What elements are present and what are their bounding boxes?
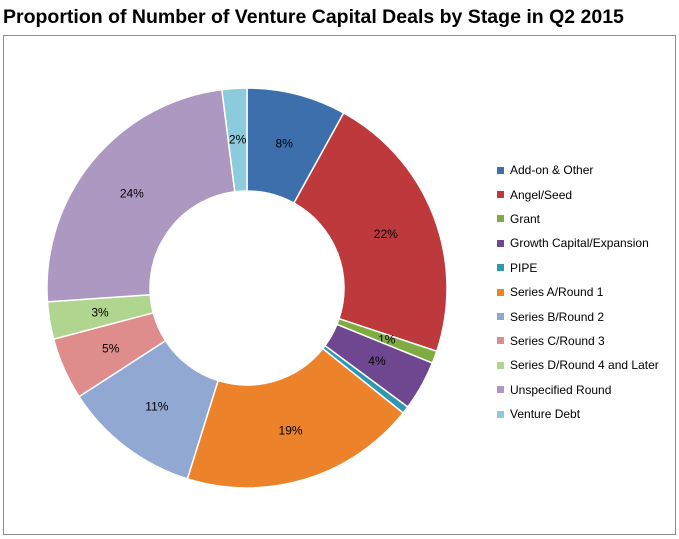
slice-label-angel-seed: 22% (374, 227, 398, 241)
slice-label-series-a-round-1: 19% (279, 423, 303, 437)
legend-swatch (497, 191, 504, 199)
legend-item-unspecified-round: Unspecified Round (497, 378, 659, 402)
legend-item-series-a-round-1: Series A/Round 1 (497, 280, 659, 304)
legend-item-venture-debt: Venture Debt (497, 402, 659, 426)
legend-item-angel-seed: Angel/Seed (497, 182, 659, 206)
legend-item-pipe: PIPE (497, 256, 659, 280)
legend-swatch (497, 361, 504, 369)
slice-label-unspecified-round: 24% (120, 186, 144, 200)
legend-swatch (497, 166, 504, 174)
slice-unspecified-round (46, 88, 236, 303)
legend-label: Unspecified Round (510, 382, 612, 397)
legend-item-growth-capital-expansion: Growth Capital/Expansion (497, 231, 659, 255)
legend-swatch (497, 313, 504, 321)
legend-swatch (497, 215, 504, 223)
legend-swatch (497, 288, 504, 296)
slice-venture-debt (220, 87, 248, 193)
slice-label-add-on-other: 8% (276, 137, 294, 151)
legend-swatch (497, 239, 504, 247)
legend-label: Series A/Round 1 (510, 285, 604, 300)
slice-label-growth-capital-expansion: 4% (368, 354, 386, 368)
legend-item-series-c-round-3: Series C/Round 3 (497, 329, 659, 353)
legend-label: Series C/Round 3 (510, 333, 605, 348)
legend-swatch (497, 337, 504, 345)
slice-label-series-b-round-2: 11% (145, 400, 168, 414)
legend-item-add-on-other: Add-on & Other (497, 158, 659, 182)
slice-label-series-d-round-4-and-later: 3% (91, 305, 109, 319)
slice-label-series-c-round-3: 5% (102, 341, 120, 355)
legend-swatch (497, 264, 504, 272)
legend-label: Venture Debt (510, 407, 581, 422)
slice-angel-seed (292, 111, 448, 353)
legend-swatch (497, 386, 504, 394)
legend-item-series-d-round-4-and-later: Series D/Round 4 and Later (497, 353, 659, 377)
chart-title: Proportion of Number of Venture Capital … (3, 6, 624, 28)
chart-legend: Add-on & Other Angel/Seed Grant Growth Capi… (497, 158, 659, 426)
slice-label-venture-debt: 2% (229, 132, 247, 146)
legend-label: PIPE (510, 260, 538, 275)
legend-item-grant: Grant (497, 207, 659, 231)
legend-label: Series D/Round 4 and Later (510, 358, 659, 373)
legend-label: Add-on & Other (510, 163, 594, 178)
slice-series-a-round-1 (186, 347, 405, 489)
legend-label: Series B/Round 2 (510, 309, 605, 324)
legend-label: Grant (510, 211, 541, 226)
legend-label: Growth Capital/Expansion (510, 236, 649, 251)
legend-label: Angel/Seed (510, 187, 573, 202)
legend-swatch (497, 410, 504, 418)
legend-item-series-b-round-2: Series B/Round 2 (497, 304, 659, 328)
